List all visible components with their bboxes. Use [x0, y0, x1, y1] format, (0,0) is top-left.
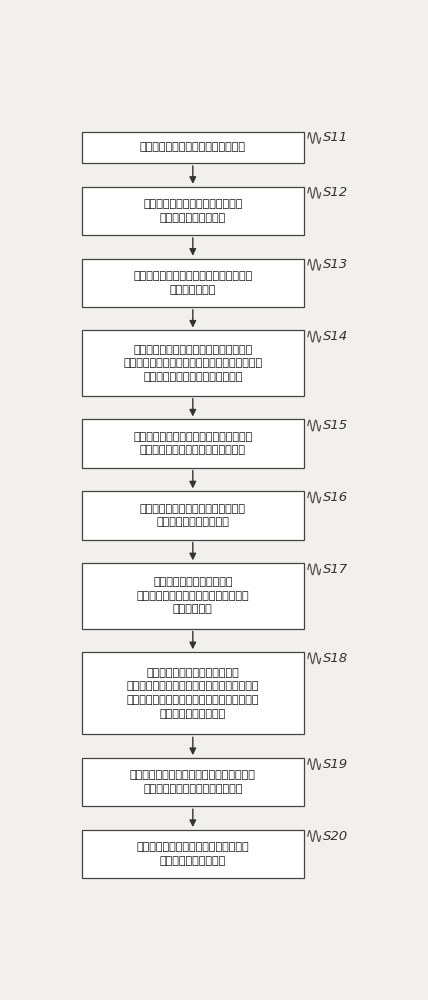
Text: 根据所查找到的视频点或者所点选的视频
点的地理标识、选择关联的视频信号: 根据所查找到的视频点或者所点选的视频 点的地理标识、选择关联的视频信号: [133, 432, 253, 455]
Text: S18: S18: [323, 652, 348, 665]
FancyBboxPatch shape: [82, 758, 304, 806]
Text: 选定的目标区域显示在地图上；
在目标区域及其边界上接收到绘制向量的放大
操作或缩小操作，则根据所述向量的方向与长
度放大或缩小目标区域: 选定的目标区域显示在地图上； 在目标区域及其边界上接收到绘制向量的放大 操作或缩…: [127, 668, 259, 719]
Text: S12: S12: [323, 186, 348, 199]
Text: 将每个视频点对应的视频信号和对应的地
理标识关联起来: 将每个视频点对应的视频信号和对应的地 理标识关联起来: [133, 271, 253, 295]
FancyBboxPatch shape: [82, 132, 304, 163]
FancyBboxPatch shape: [82, 419, 304, 468]
Text: S15: S15: [323, 419, 348, 432]
Text: S16: S16: [323, 491, 348, 504]
Text: S14: S14: [323, 330, 348, 343]
Text: S19: S19: [323, 758, 348, 771]
Text: 接收在地图上标记视频点的标记信号: 接收在地图上标记视频点的标记信号: [140, 142, 246, 152]
Text: S20: S20: [323, 830, 348, 843]
Text: S13: S13: [323, 258, 348, 271]
FancyBboxPatch shape: [82, 830, 304, 878]
FancyBboxPatch shape: [82, 563, 304, 629]
Text: S11: S11: [323, 131, 348, 144]
FancyBboxPatch shape: [82, 259, 304, 307]
Text: 将所关联的视频信号调出并控制拼接
墙显示所调出的视频信号: 将所关联的视频信号调出并控制拼接 墙显示所调出的视频信号: [140, 504, 246, 527]
FancyBboxPatch shape: [82, 652, 304, 734]
Text: 根据标记信号给地图上的每个视频
点分配唯一的地理标识: 根据标记信号给地图上的每个视频 点分配唯一的地理标识: [143, 199, 243, 223]
Text: S17: S17: [323, 563, 348, 576]
FancyBboxPatch shape: [82, 187, 304, 235]
Text: 将所关联的视频信号调出并控制拼接墙
显示所调出的视频信号: 将所关联的视频信号调出并控制拼接墙 显示所调出的视频信号: [137, 842, 249, 866]
Text: 在拼接墙上点选视频信号；
除被点选的视频信号以外的监控视频显
示在拼接墙上: 在拼接墙上点选视频信号； 除被点选的视频信号以外的监控视频显 示在拼接墙上: [137, 577, 249, 614]
FancyBboxPatch shape: [82, 330, 304, 396]
FancyBboxPatch shape: [82, 491, 304, 540]
Text: 根据所查找到的视频点或者所点选的视频点
的地理标识、选择关联的视频信号: 根据所查找到的视频点或者所点选的视频点 的地理标识、选择关联的视频信号: [130, 770, 256, 794]
Text: 接收到在地图上点选视频点的选择操作；
或者若接收到在地图上选定目标区域的选择操作
，则在所述目标区域内查找视频点: 接收到在地图上点选视频点的选择操作； 或者若接收到在地图上选定目标区域的选择操作…: [123, 345, 262, 382]
